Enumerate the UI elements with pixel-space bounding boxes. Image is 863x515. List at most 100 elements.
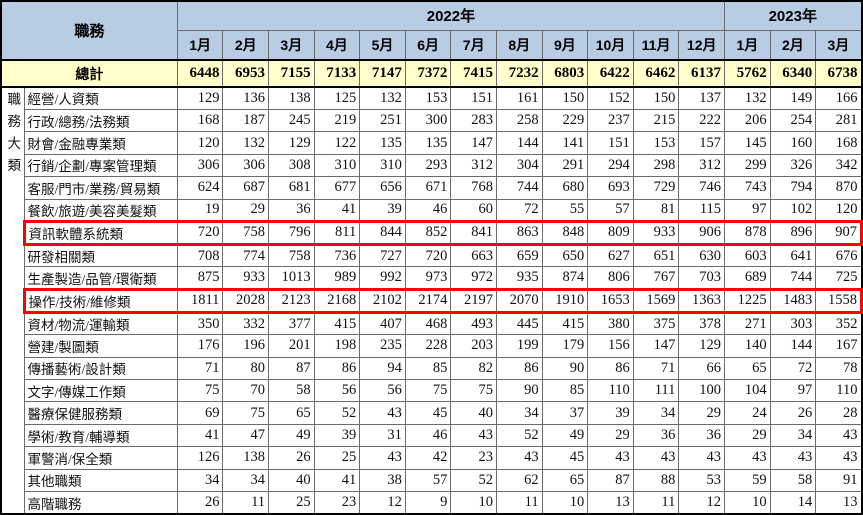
- value-cell: 52: [313, 401, 361, 425]
- value-cell: 703: [678, 266, 726, 290]
- value-cell: 115: [678, 198, 726, 222]
- value-cell: 26: [268, 446, 315, 470]
- value-cell: 129: [678, 334, 726, 358]
- value-cell: 23: [450, 446, 497, 470]
- total-row: 總計 6448 6953 7155 7133 7147 7372 7415 7232 6803 6…: [0, 59, 862, 89]
- total-value-cell: 7415: [450, 59, 497, 89]
- value-cell: 229: [541, 108, 589, 133]
- value-cell: 75: [450, 379, 497, 403]
- value-cell: 29: [222, 198, 270, 222]
- value-cell: 2168: [313, 287, 361, 314]
- value-cell: 656: [359, 176, 406, 200]
- value-cell: 26: [176, 491, 224, 515]
- value-cell: 39: [359, 198, 406, 222]
- value-cell: 809: [587, 219, 634, 246]
- total-value-cell: 6738: [815, 59, 862, 89]
- value-cell: 935: [496, 266, 543, 290]
- month-header-cell: 2月: [222, 29, 270, 61]
- month-header-cell: 5月: [359, 29, 406, 61]
- value-cell: 86: [313, 356, 361, 381]
- value-cell: 43: [815, 423, 862, 448]
- table-row: 學術/教育/輔導類 41 47 49 39 31 46 43 52 49 29 36 36 29 34 43: [1, 423, 862, 448]
- value-cell: 1910: [541, 287, 589, 314]
- value-cell: 122: [313, 131, 361, 155]
- value-cell: 744: [496, 176, 543, 200]
- category-cell: 高階職務: [23, 491, 178, 515]
- value-cell: 135: [359, 131, 406, 155]
- value-cell: 81: [632, 198, 680, 222]
- value-cell: 271: [724, 311, 771, 336]
- value-cell: 725: [815, 266, 862, 290]
- total-value-cell: 7147: [359, 59, 406, 89]
- value-cell: 110: [815, 379, 862, 403]
- value-cell: 251: [359, 108, 406, 133]
- value-cell: 147: [450, 131, 497, 155]
- category-cell: 行政/總務/法務類: [23, 108, 178, 133]
- value-cell: 308: [268, 153, 315, 178]
- value-cell: 82: [450, 356, 497, 381]
- value-cell: 245: [268, 108, 315, 133]
- value-cell: 852: [404, 219, 452, 246]
- value-cell: 179: [541, 334, 589, 358]
- category-cell: 操作/技術/維修類: [22, 287, 178, 314]
- value-cell: 59: [724, 468, 771, 493]
- value-cell: 43: [359, 401, 406, 425]
- value-cell: 65: [724, 356, 771, 381]
- value-cell: 12: [678, 491, 726, 515]
- value-cell: 34: [769, 423, 817, 448]
- value-cell: 70: [222, 379, 270, 403]
- value-cell: 49: [268, 423, 315, 448]
- value-cell: 52: [450, 468, 497, 493]
- total-value-cell: 6803: [541, 59, 589, 89]
- month-header-cell: 3月: [815, 29, 862, 61]
- table-row: 職務大類 經營/人資類 129 136 138 125 132 153 151 161 150 152…: [0, 86, 862, 515]
- value-cell: 630: [678, 243, 726, 268]
- value-cell: 45: [404, 401, 452, 425]
- value-cell: 90: [541, 356, 589, 381]
- value-cell: 156: [587, 334, 634, 358]
- value-cell: 378: [678, 311, 726, 336]
- value-cell: 66: [678, 356, 726, 381]
- value-cell: 71: [632, 356, 680, 381]
- value-cell: 10: [724, 491, 771, 515]
- month-header-cell: 3月: [268, 29, 315, 61]
- value-cell: 235: [359, 334, 406, 358]
- value-cell: 874: [541, 266, 589, 290]
- value-cell: 258: [496, 108, 543, 133]
- value-cell: 60: [450, 198, 497, 222]
- value-cell: 151: [587, 131, 634, 155]
- value-cell: 42: [404, 446, 452, 470]
- value-cell: 36: [268, 198, 315, 222]
- value-cell: 727: [359, 243, 406, 268]
- category-cell: 客服/門市/業務/貿易類: [23, 176, 178, 200]
- value-cell: 2174: [404, 287, 452, 314]
- value-cell: 111: [632, 379, 680, 403]
- value-cell: 203: [450, 334, 497, 358]
- value-cell: 677: [313, 176, 361, 200]
- value-cell: 13: [815, 491, 862, 515]
- value-cell: 352: [815, 311, 862, 336]
- value-cell: 39: [587, 401, 634, 425]
- value-cell: 973: [404, 266, 452, 290]
- value-cell: 1569: [632, 287, 680, 314]
- table-row-highlighted: 資訊軟體系統類 720 758 796 811 844 852 841 863 848 809 933…: [1, 219, 863, 246]
- value-cell: 2028: [222, 287, 270, 314]
- value-cell: 46: [404, 198, 452, 222]
- value-cell: 198: [313, 334, 361, 358]
- value-cell: 149: [769, 86, 817, 110]
- value-cell: 199: [496, 334, 543, 358]
- value-cell: 132: [359, 86, 406, 110]
- value-cell: 29: [587, 423, 634, 448]
- value-cell: 933: [222, 266, 270, 290]
- category-cell: 傳播藝術/設計類: [23, 356, 178, 381]
- month-header-cell: 9月: [541, 29, 589, 61]
- value-cell: 57: [587, 198, 634, 222]
- value-cell: 310: [359, 153, 406, 178]
- value-cell: 19: [176, 198, 224, 222]
- value-cell: 136: [222, 86, 270, 110]
- value-cell: 310: [313, 153, 361, 178]
- total-value-cell: 5762: [724, 59, 771, 89]
- value-cell: 100: [678, 379, 726, 403]
- category-cell: 其他職類: [23, 468, 178, 493]
